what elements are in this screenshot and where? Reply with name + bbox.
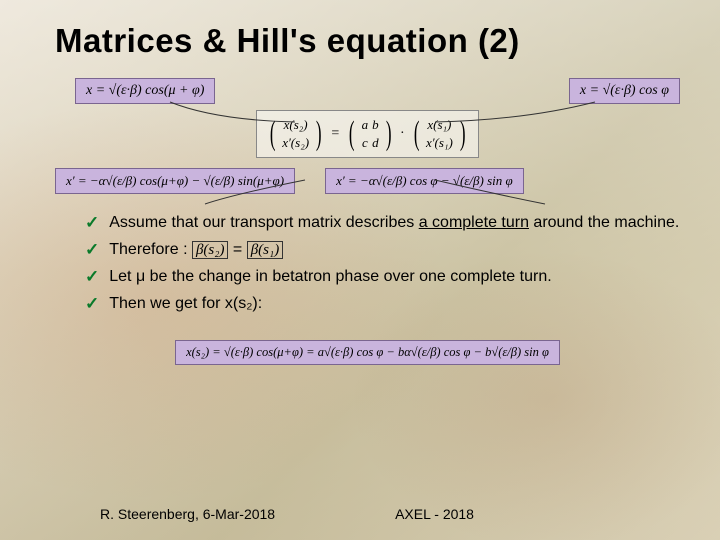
matrix-l2: x′(s₂) — [282, 135, 309, 151]
footer-author: R. Steerenberg, 6-Mar-2018 — [100, 506, 275, 522]
bullet-2: ✓ Therefore : β(s₂) = β(s₁) — [85, 239, 680, 262]
connector-bottom — [55, 176, 695, 206]
beta-s2-box: β(s₂) — [192, 241, 229, 259]
connector-top — [55, 100, 675, 130]
eq-final: x(s₂) = √(ε·β) cos(μ+φ) = a√(ε·β) cos φ … — [175, 340, 560, 365]
bullet-1: ✓ Assume that our transport matrix descr… — [85, 212, 680, 235]
slide-title: Matrices & Hill's equation (2) — [55, 22, 680, 60]
bullet-1-underline: a complete turn — [419, 214, 529, 231]
matrix-d: d — [372, 135, 379, 151]
check-icon: ✓ — [85, 212, 99, 235]
check-icon: ✓ — [85, 293, 99, 316]
bullet-list: ✓ Assume that our transport matrix descr… — [55, 212, 680, 316]
check-icon: ✓ — [85, 266, 99, 289]
bullet-1-text-a: Assume that our transport matrix describ… — [109, 214, 418, 231]
check-icon: ✓ — [85, 239, 99, 262]
matrix-r2: x′(s₁) — [426, 135, 453, 151]
bullet-3-text: Let μ be the change in betatron phase ov… — [109, 266, 551, 288]
matrix-c: c — [362, 135, 368, 151]
bullet-2-mid: = — [228, 241, 246, 258]
footer: R. Steerenberg, 6-Mar-2018 AXEL - 2018 — [0, 506, 720, 522]
footer-course: AXEL - 2018 — [395, 506, 474, 522]
bullet-1-text-b: around the machine. — [529, 214, 679, 231]
bullet-4: ✓ Then we get for x(s₂): — [85, 293, 680, 316]
bullet-2-text-a: Therefore : — [109, 241, 192, 258]
bullet-3: ✓ Let μ be the change in betatron phase … — [85, 266, 680, 289]
beta-s1-box: β(s₁) — [247, 241, 284, 259]
bullet-4-text: Then we get for x(s₂): — [109, 293, 262, 315]
